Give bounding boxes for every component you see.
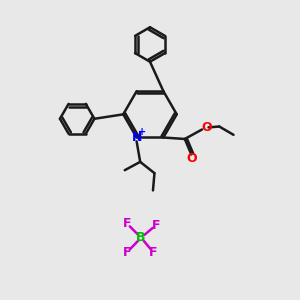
Text: O: O: [186, 152, 196, 165]
Text: N: N: [131, 131, 142, 144]
Text: +: +: [138, 127, 146, 137]
Text: F: F: [152, 219, 160, 232]
Text: F: F: [123, 246, 131, 259]
Text: B: B: [136, 231, 146, 244]
Text: O: O: [202, 121, 212, 134]
Text: F: F: [123, 217, 131, 230]
Text: F: F: [149, 246, 158, 259]
